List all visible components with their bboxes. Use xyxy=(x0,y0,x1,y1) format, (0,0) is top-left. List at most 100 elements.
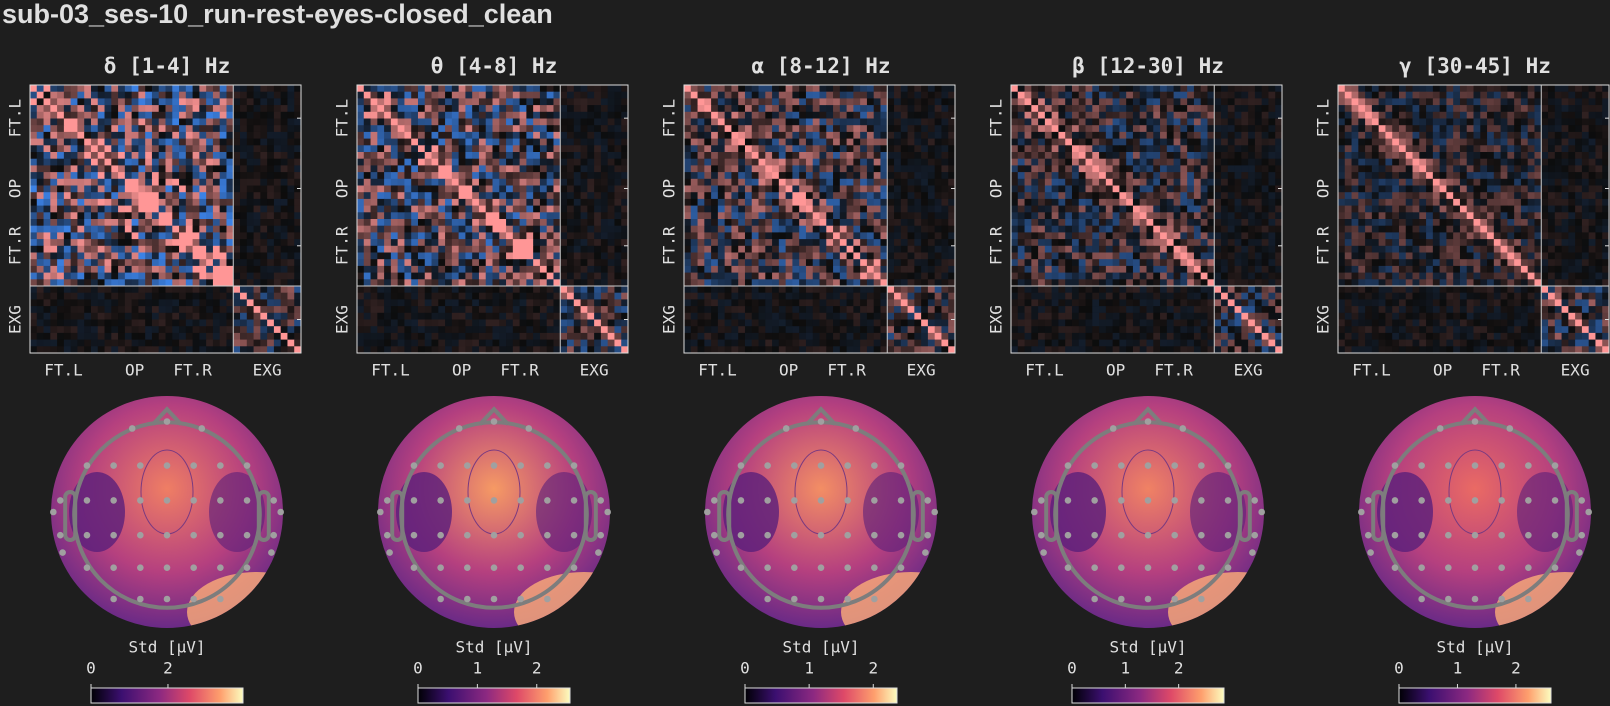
electrode xyxy=(490,595,498,603)
electrode xyxy=(517,462,524,469)
col-label: FT.R xyxy=(500,361,539,380)
colorbar-label: Std [µV] xyxy=(1436,638,1513,657)
colorbar-tick-label: 1 xyxy=(1453,659,1463,678)
electrode xyxy=(464,531,471,539)
electrode xyxy=(490,462,498,469)
electrode xyxy=(1224,564,1232,571)
matrix-frame xyxy=(1010,84,1283,354)
row-label: OP xyxy=(1314,179,1333,198)
electrode xyxy=(217,531,224,539)
electrode xyxy=(737,497,745,504)
colorbar-tick-label: 2 xyxy=(163,659,173,678)
electrode xyxy=(1525,531,1532,539)
electrode xyxy=(1198,595,1205,603)
electrode xyxy=(764,497,771,504)
electrode xyxy=(1391,497,1399,504)
electrode xyxy=(1144,595,1152,603)
row-label: FT.L xyxy=(987,99,1006,138)
electrode xyxy=(852,425,860,432)
colorbar-tick-label: 0 xyxy=(740,659,750,678)
electrode xyxy=(1171,595,1178,603)
col-label: FT.R xyxy=(1481,361,1520,380)
panel: α [8-12] Hz FT.L OP FT.R EXG FT.L OP FT.R EXG Std… xyxy=(660,54,956,704)
electrode xyxy=(1391,462,1399,469)
colorbar-tick-label: 1 xyxy=(1121,659,1131,678)
panel: β [12-30] Hz FT.L OP FT.R EXG FT.L OP FT.R EXG St… xyxy=(987,54,1283,704)
electrode xyxy=(137,531,144,539)
electrode xyxy=(1471,497,1479,504)
electrode xyxy=(217,564,224,571)
electrode xyxy=(1091,462,1098,469)
electrode xyxy=(1551,497,1559,504)
electrode xyxy=(1498,497,1505,504)
electrode xyxy=(243,462,251,469)
electrode xyxy=(386,549,393,556)
ear xyxy=(1237,490,1252,542)
matrix xyxy=(1011,85,1283,354)
electrode xyxy=(383,497,391,504)
electrode xyxy=(1144,564,1152,571)
ear xyxy=(63,490,78,542)
ear xyxy=(1044,490,1059,542)
colorbar-tick-label: 0 xyxy=(1394,659,1404,678)
panel: θ [4-8] Hz FT.L OP FT.R EXG FT.L OP FT.R EXG Std … xyxy=(333,54,629,704)
electrode xyxy=(525,425,533,432)
colorbar-tick-label: 2 xyxy=(868,659,878,678)
electrode xyxy=(1445,462,1452,469)
electrode xyxy=(1445,595,1452,603)
electrode xyxy=(277,508,284,516)
electrode xyxy=(410,462,418,469)
electrode xyxy=(1031,508,1038,516)
electrode xyxy=(377,508,384,516)
col-label: EXG xyxy=(580,361,609,380)
electrode xyxy=(1471,418,1479,425)
electrode xyxy=(871,462,878,469)
electrode xyxy=(595,549,602,556)
electrode xyxy=(1471,531,1479,539)
electrode xyxy=(1198,531,1205,539)
electrode xyxy=(1506,425,1514,432)
electrode xyxy=(268,549,275,556)
electrode xyxy=(791,531,798,539)
electrode xyxy=(110,497,117,504)
electrode xyxy=(604,508,611,516)
electrode xyxy=(1578,531,1586,539)
electrode xyxy=(1091,531,1098,539)
row-label: OP xyxy=(660,179,679,198)
electrode xyxy=(110,531,117,539)
electrode xyxy=(1144,497,1152,504)
col-label: FT.L xyxy=(44,361,83,380)
electrode xyxy=(1498,595,1505,603)
electrode xyxy=(817,497,825,504)
electrode xyxy=(1585,508,1592,516)
electrode xyxy=(1525,564,1532,571)
panel-title: β [12-30] Hz xyxy=(1072,54,1224,78)
electrode xyxy=(110,462,117,469)
electrode xyxy=(1109,425,1117,432)
colorbar-label: Std [µV] xyxy=(455,638,532,657)
electrode xyxy=(110,595,117,603)
electrode xyxy=(1144,418,1152,425)
electrode xyxy=(1498,462,1505,469)
electrode xyxy=(1418,564,1425,571)
electrode xyxy=(490,418,498,425)
nose xyxy=(478,406,510,426)
electrode xyxy=(410,531,418,539)
electrode xyxy=(817,462,825,469)
electrode xyxy=(464,462,471,469)
electrode xyxy=(1118,564,1125,571)
electrode xyxy=(791,462,798,469)
electrode xyxy=(1391,564,1399,571)
electrode xyxy=(791,564,798,571)
electrode xyxy=(128,425,136,432)
col-label: OP xyxy=(779,361,798,380)
electrode xyxy=(1171,462,1178,469)
electrode xyxy=(1358,508,1365,516)
electrode xyxy=(1118,497,1125,504)
electrode xyxy=(490,497,498,504)
electrode xyxy=(517,531,524,539)
row-label: OP xyxy=(6,179,25,198)
col-label: EXG xyxy=(907,361,936,380)
electrode xyxy=(817,595,825,603)
matrix xyxy=(1338,85,1610,354)
